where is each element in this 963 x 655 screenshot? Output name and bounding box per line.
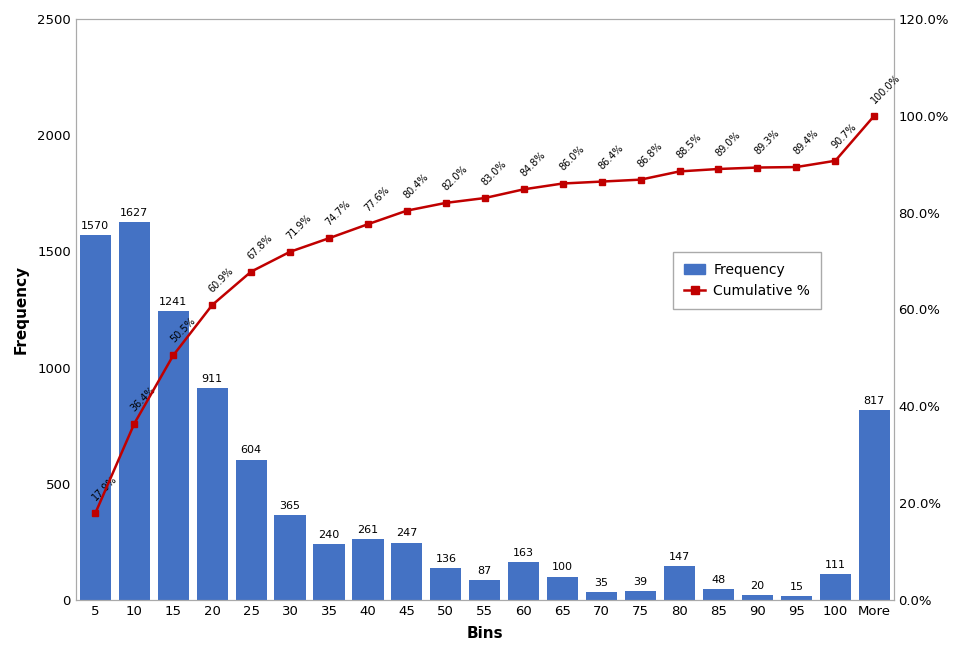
Bar xyxy=(742,595,773,600)
X-axis label: Bins: Bins xyxy=(466,626,503,641)
Text: 817: 817 xyxy=(864,396,885,406)
Text: 911: 911 xyxy=(201,374,222,384)
Text: 1241: 1241 xyxy=(159,297,188,307)
Text: 1627: 1627 xyxy=(120,208,148,217)
Text: 82.0%: 82.0% xyxy=(441,164,469,192)
Bar xyxy=(508,562,539,600)
Text: 39: 39 xyxy=(634,576,648,587)
Text: 240: 240 xyxy=(319,530,340,540)
Text: 147: 147 xyxy=(669,552,690,561)
Text: 48: 48 xyxy=(712,574,725,584)
Text: 83.0%: 83.0% xyxy=(480,159,508,187)
Bar xyxy=(781,597,812,600)
Bar xyxy=(625,591,656,600)
Text: 71.9%: 71.9% xyxy=(285,212,314,241)
Text: 136: 136 xyxy=(435,554,456,564)
Bar xyxy=(352,539,383,600)
Text: 67.8%: 67.8% xyxy=(246,233,274,261)
Text: 50.5%: 50.5% xyxy=(169,316,196,345)
Bar xyxy=(313,544,345,600)
Bar xyxy=(274,515,305,600)
Text: 163: 163 xyxy=(513,548,534,558)
Bar xyxy=(703,589,734,600)
Bar xyxy=(158,312,189,600)
Bar xyxy=(430,569,461,600)
Bar xyxy=(469,580,501,600)
Legend: Frequency, Cumulative %: Frequency, Cumulative % xyxy=(673,252,821,309)
Text: 1570: 1570 xyxy=(81,221,110,231)
Text: 74.7%: 74.7% xyxy=(324,198,352,227)
Text: 86.4%: 86.4% xyxy=(596,142,625,171)
Bar xyxy=(820,574,851,600)
Text: 86.8%: 86.8% xyxy=(636,140,664,169)
Text: 80.4%: 80.4% xyxy=(402,172,430,200)
Bar xyxy=(586,591,617,600)
Bar xyxy=(236,460,267,600)
Text: 60.9%: 60.9% xyxy=(207,266,236,294)
Text: 86.0%: 86.0% xyxy=(558,144,586,173)
Text: 89.3%: 89.3% xyxy=(752,128,781,157)
Text: 77.6%: 77.6% xyxy=(363,185,392,214)
Text: 365: 365 xyxy=(279,501,300,511)
Bar xyxy=(547,576,578,600)
Y-axis label: Frequency: Frequency xyxy=(13,265,29,354)
Text: 15: 15 xyxy=(790,582,803,592)
Text: 88.5%: 88.5% xyxy=(674,132,703,160)
Bar xyxy=(664,566,695,600)
Text: 84.8%: 84.8% xyxy=(519,150,547,179)
Text: 604: 604 xyxy=(241,445,262,455)
Text: 111: 111 xyxy=(825,560,846,570)
Text: 17.9%: 17.9% xyxy=(91,474,118,502)
Text: 36.4%: 36.4% xyxy=(129,384,158,413)
Bar xyxy=(80,235,111,600)
Text: 100.0%: 100.0% xyxy=(870,72,902,105)
Text: 20: 20 xyxy=(750,581,765,591)
Bar xyxy=(391,542,423,600)
Text: 35: 35 xyxy=(594,578,609,588)
Text: 261: 261 xyxy=(357,525,378,535)
Text: 87: 87 xyxy=(478,565,492,576)
Text: 90.7%: 90.7% xyxy=(830,121,859,150)
Text: 100: 100 xyxy=(552,563,573,572)
Bar xyxy=(859,410,890,600)
Text: 89.0%: 89.0% xyxy=(714,130,742,159)
Bar xyxy=(196,388,227,600)
Text: 247: 247 xyxy=(396,529,418,538)
Bar xyxy=(118,222,150,600)
Text: 89.4%: 89.4% xyxy=(792,128,820,157)
